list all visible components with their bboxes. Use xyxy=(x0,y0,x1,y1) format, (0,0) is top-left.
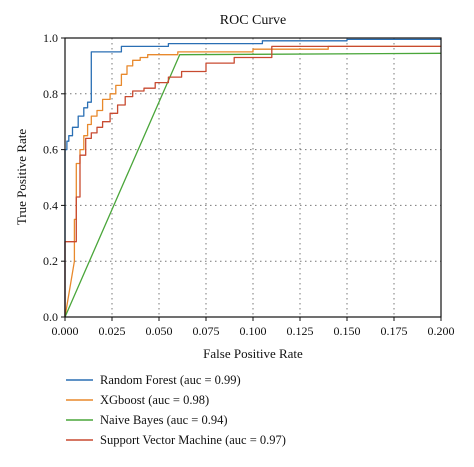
series-layer xyxy=(64,38,442,318)
x-tick-label: 0.125 xyxy=(287,324,314,338)
x-tick-label: 0.075 xyxy=(193,324,220,338)
x-tick-label: 0.200 xyxy=(428,324,455,338)
x-tick-label: 0.175 xyxy=(381,324,408,338)
x-tick-label: 0.150 xyxy=(334,324,361,338)
series-line-naive-bayes xyxy=(64,52,442,318)
x-tick-label: 0.050 xyxy=(146,324,173,338)
y-tick-label: 0.2 xyxy=(43,254,58,268)
y-tick-label: 0.8 xyxy=(43,87,58,101)
legend-label-random-forest: Random Forest (auc = 0.99) xyxy=(100,373,241,387)
legend-label-support-vector-machine: Support Vector Machine (auc = 0.97) xyxy=(100,433,286,447)
x-tick-label: 0.000 xyxy=(52,324,79,338)
x-tick-label: 0.100 xyxy=(240,324,267,338)
legend-label-naive-bayes: Naive Bayes (auc = 0.94) xyxy=(100,413,228,427)
series-line-support-vector-machine xyxy=(64,45,441,317)
legend: Random Forest (auc = 0.99) XGboost (auc =… xyxy=(66,373,286,447)
x-axis-label: False Positive Rate xyxy=(203,346,303,361)
y-tick-label: 0.6 xyxy=(43,143,58,157)
chart-title: ROC Curve xyxy=(220,13,287,28)
series-line-xgboost xyxy=(64,45,441,318)
tick-layer: 0.000 0.025 0.050 0.075 0.100 0.125 0.150 0.175… xyxy=(43,31,455,338)
legend-label-xgboost: XGboost (auc = 0.98) xyxy=(100,393,209,407)
y-axis-label: True Positive Rate xyxy=(14,129,29,226)
y-tick-label: 0.0 xyxy=(43,310,58,324)
x-tick-label: 0.025 xyxy=(99,324,126,338)
y-tick-label: 0.4 xyxy=(43,198,58,212)
series-line-random-forest xyxy=(64,38,441,317)
y-tick-label: 1.0 xyxy=(43,31,58,45)
grid-layer xyxy=(65,38,441,317)
